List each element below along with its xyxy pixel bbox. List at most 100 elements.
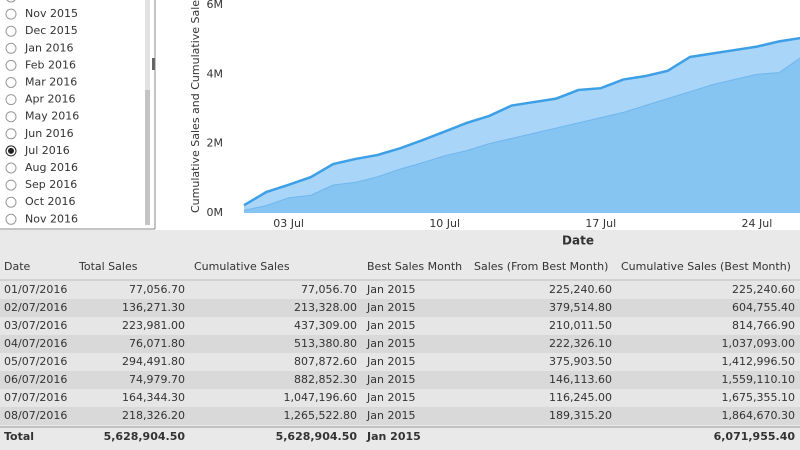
line [243, 36, 800, 207]
table-row [0, 407, 800, 425]
slicer-item[interactable]: Mar 2016 [25, 76, 77, 89]
y-axis-label: Cumulative Sales and Cumulative Sales [189, 0, 202, 213]
x-tick-label: 24 Jul [742, 217, 773, 230]
radio-button[interactable] [5, 77, 17, 88]
table-cell: 1,265,522.80 [284, 409, 357, 422]
table-cell: 223,981.00 [122, 319, 185, 332]
column-header: Cumulative Sales [194, 260, 290, 273]
table-cell: 225,240.60 [549, 283, 612, 296]
table-cell: 01/07/2016 [4, 283, 67, 296]
total-cell: 5,628,904.50 [104, 430, 186, 443]
table-cell: 03/07/2016 [4, 319, 67, 332]
column-header: Date [4, 260, 31, 273]
plot-area [243, 36, 800, 213]
slicer-item[interactable]: Jan 2016 [24, 41, 73, 54]
x-tick-label: 10 Jul [429, 217, 460, 230]
table-cell: 164,344.30 [122, 391, 185, 404]
table-cell: 189,315.20 [549, 409, 612, 422]
slicer-item[interactable]: Dec 2015 [25, 24, 78, 37]
total-cell: 5,628,904.50 [276, 430, 358, 443]
column-header: Cumulative Sales (Best Month) [621, 260, 791, 273]
table-cell: 04/07/2016 [4, 337, 67, 350]
table-cell: 1,675,355.10 [722, 391, 795, 404]
table-row [0, 371, 800, 389]
table-row [0, 389, 800, 407]
radio-button[interactable] [5, 42, 17, 54]
table-cell: Jan 2015 [366, 355, 415, 368]
slicer-item[interactable]: Jun 2016 [24, 127, 74, 140]
y-tick-label: 6M [207, 0, 224, 11]
table-cell: 294,491.80 [122, 355, 185, 368]
table-cell: 06/07/2016 [4, 373, 67, 386]
table-cell: 146,113.60 [549, 373, 612, 386]
radio-button[interactable] [5, 59, 17, 71]
slicer-item[interactable]: Apr 2016 [25, 93, 76, 106]
column-header: Sales (From Best Month) [474, 260, 608, 273]
x-axis-label: Date [562, 234, 594, 248]
slicer-item[interactable]: Nov 2016 [25, 212, 78, 225]
table-cell: 1,559,110.10 [722, 373, 795, 386]
table-cell: 1,864,670.30 [722, 409, 795, 422]
slicer-item[interactable]: Aug 2016 [25, 161, 78, 174]
radio-button[interactable] [5, 8, 17, 20]
resize-handle [152, 58, 155, 70]
radio-button[interactable] [5, 196, 17, 208]
slicer-item[interactable]: Sep 2016 [25, 178, 77, 191]
table-cell: 07/07/2016 [4, 391, 67, 404]
table-cell: 1,412,996.50 [722, 355, 795, 368]
table-cell: 116,245.00 [549, 391, 612, 404]
column-header: Best Sales Month [367, 260, 462, 273]
slicer-item[interactable]: May 2016 [25, 110, 79, 123]
radio-button[interactable] [5, 128, 17, 140]
table-cell: Jan 2015 [366, 283, 415, 296]
table-row [0, 299, 800, 317]
table-cell: 05/07/2016 [4, 355, 67, 368]
table-row [0, 353, 800, 371]
table-cell: 379,514.80 [549, 301, 612, 314]
slicer-item[interactable]: Nov 2015 [25, 7, 78, 20]
table-cell: 814,766.90 [732, 319, 795, 332]
table-cell: Jan 2015 [366, 337, 415, 350]
radio-button[interactable] [5, 111, 17, 123]
radio-button[interactable] [5, 162, 17, 174]
line [243, 57, 800, 211]
y-tick-label: 0M [207, 206, 224, 219]
radio-button[interactable] [5, 179, 17, 191]
x-tick-label: 03 Jul [273, 217, 304, 230]
table-cell: 210,011.50 [549, 319, 612, 332]
table-cell: 437,309.00 [294, 319, 357, 332]
slicer-item[interactable]: Feb 2016 [25, 58, 76, 71]
table-cell: Jan 2015 [366, 409, 415, 422]
table-cell: 02/07/2016 [4, 301, 67, 314]
table-cell: 213,328.00 [294, 301, 357, 314]
column-header: Total Sales [78, 260, 138, 273]
total-cell: Total [4, 430, 34, 443]
scrollbar-thumb [145, 90, 150, 225]
table-cell: 218,326.20 [122, 409, 185, 422]
table-cell: 77,056.70 [301, 283, 357, 296]
slicer-item[interactable]: Oct 2016 [25, 195, 76, 208]
table-cell: Jan 2015 [366, 319, 415, 332]
radio-button[interactable] [6, 0, 16, 3]
table-row [0, 317, 800, 335]
radio-dot [8, 147, 14, 154]
y-tick-label: 2M [207, 137, 224, 150]
y-tick-label: 4M [207, 67, 224, 80]
table-cell: 76,071.80 [129, 337, 185, 350]
total-cell: Jan 2015 [366, 430, 421, 443]
total-cell: 6,071,955.40 [714, 430, 796, 443]
table-cell: 1,047,196.60 [284, 391, 357, 404]
table-cell: 1,037,093.00 [722, 337, 795, 350]
slicer-item[interactable]: Jul 2016 [24, 144, 70, 157]
table-cell: 604,755.40 [732, 301, 795, 314]
radio-button[interactable] [5, 25, 17, 37]
slicer-item[interactable]: Oct 2015 [25, 0, 76, 3]
radio-button[interactable] [5, 213, 17, 225]
table-row [0, 281, 800, 299]
table-cell: 77,056.70 [129, 283, 185, 296]
table-cell: 74,979.70 [129, 373, 185, 386]
table-cell: Jan 2015 [366, 301, 415, 314]
radio-button[interactable] [5, 94, 17, 106]
table-row [0, 335, 800, 353]
